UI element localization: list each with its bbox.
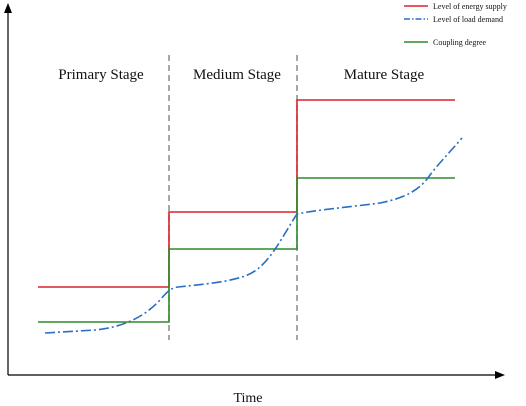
legend: Level of energy supply Level of load dem…	[404, 2, 507, 47]
energy-supply-line	[38, 99, 455, 288]
stage-label-primary: Primary Stage	[58, 67, 144, 83]
x-axis-title: Time	[233, 391, 262, 406]
stage-label-medium: Medium Stage	[193, 67, 281, 83]
legend-label-energy-supply: Level of energy supply	[433, 2, 507, 11]
legend-label-load-demand: Level of load demand	[433, 15, 503, 24]
legend-item-coupling-degree: Coupling degree	[404, 38, 487, 47]
coupling-degree-line	[38, 177, 455, 323]
x-axis-arrow	[495, 371, 505, 379]
y-axis-arrow	[4, 3, 12, 13]
legend-label-coupling-degree: Coupling degree	[433, 38, 487, 47]
stage-label-mature: Mature Stage	[344, 67, 425, 83]
load-demand-curve	[44, 137, 463, 334]
stage-dividers	[168, 55, 298, 340]
axes	[4, 3, 505, 379]
legend-item-load-demand: Level of load demand	[404, 15, 503, 24]
legend-item-energy-supply: Level of energy supply	[404, 2, 507, 11]
